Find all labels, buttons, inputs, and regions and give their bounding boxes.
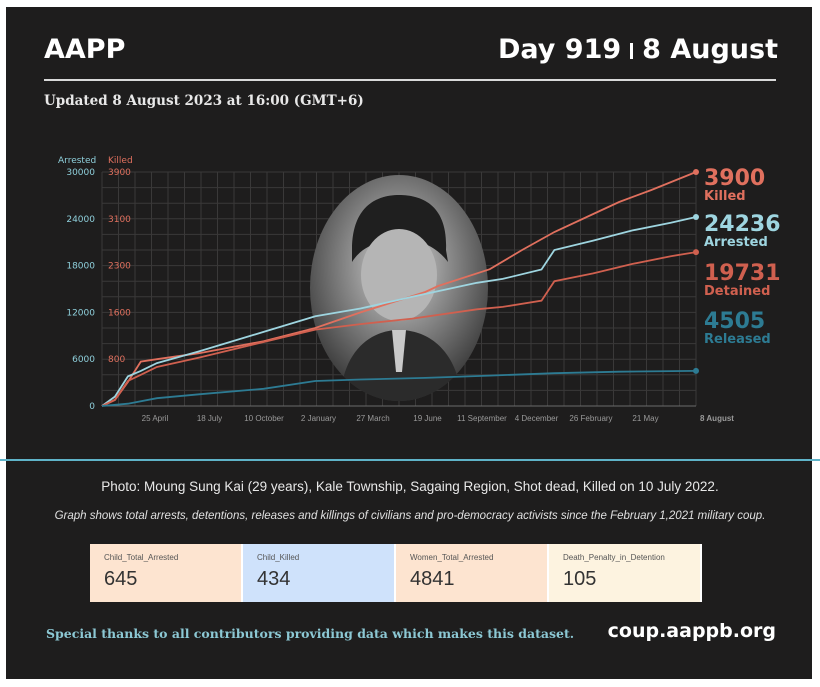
right-tick-label: 3100 bbox=[108, 215, 131, 225]
cumulative-chart: 30000 24000 18000 12000 6000 0 3900 3100 2300 160… bbox=[58, 156, 781, 423]
left-tick-label: 18000 bbox=[66, 262, 95, 272]
x-tick-label: 26 February bbox=[569, 414, 612, 423]
victim-photo bbox=[310, 175, 488, 401]
portrait-silhouette bbox=[340, 195, 462, 401]
right-tick-label: 800 bbox=[108, 355, 125, 365]
series-line-detained bbox=[101, 251, 697, 407]
series-endpoint-detained bbox=[693, 249, 699, 256]
stat-label: Child_Total_Arrested bbox=[104, 553, 179, 562]
section-divider bbox=[0, 459, 820, 461]
stat-value: 434 bbox=[257, 568, 291, 590]
title-separator bbox=[630, 42, 634, 59]
x-tick-label: 18 July bbox=[197, 414, 222, 423]
x-tick-label: 2 January bbox=[301, 414, 336, 423]
x-tick-label: 19 June bbox=[413, 414, 442, 423]
stat-cards: Child_Total_Arrested 645 Child_Killed 43… bbox=[90, 544, 702, 602]
current-label-released: Released bbox=[704, 332, 771, 347]
stat-card-death-penalty: Death_Penalty_in_Detention 105 bbox=[549, 544, 702, 602]
axes: 30000 24000 18000 12000 6000 0 3900 3100 2300 160… bbox=[58, 156, 781, 423]
updated-timestamp: Updated 8 August 2023 at 16:00 (GMT+6) bbox=[44, 93, 364, 109]
x-tick-label: 27 March bbox=[356, 414, 389, 423]
current-label-killed: Killed bbox=[704, 189, 746, 204]
day-date-title: Day 919 8 August bbox=[498, 34, 778, 65]
series-endpoint-killed bbox=[693, 169, 699, 175]
stat-card-child-arrested: Child_Total_Arrested 645 bbox=[90, 544, 243, 602]
x-tick-label: 11 September bbox=[457, 414, 507, 423]
left-tick-label: 24000 bbox=[66, 215, 95, 225]
current-value-killed: 3900 bbox=[704, 166, 765, 191]
graph-note: Graph shows total arrests, detentions, r… bbox=[54, 510, 766, 522]
x-tick-label: 8 August bbox=[700, 414, 734, 423]
left-tick-label: 6000 bbox=[72, 355, 95, 365]
series-line-killed bbox=[101, 171, 697, 407]
current-date: 8 August bbox=[642, 34, 778, 65]
org-title: AAPP bbox=[44, 34, 126, 65]
current-value-arrested: 24236 bbox=[704, 212, 781, 237]
stat-value: 645 bbox=[104, 568, 138, 590]
x-tick-label: 10 October bbox=[244, 414, 284, 423]
right-tick-label: 3900 bbox=[108, 168, 131, 178]
stat-card-child-killed: Child_Killed 434 bbox=[243, 544, 396, 602]
series-endpoint-released bbox=[693, 367, 699, 374]
right-tick-label: 1600 bbox=[108, 308, 131, 318]
arrested-axis-title: Arrested bbox=[58, 156, 96, 166]
left-tick-label: 0 bbox=[89, 402, 95, 412]
photo-caption: Photo: Moung Sung Kai (29 years), Kale T… bbox=[101, 479, 719, 494]
right-tick-label: 2300 bbox=[108, 262, 131, 272]
killed-axis-title: Killed bbox=[108, 156, 133, 166]
stat-card-women-arrested: Women_Total_Arrested 4841 bbox=[396, 544, 549, 602]
header-rule bbox=[44, 79, 776, 81]
stat-label: Women_Total_Arrested bbox=[410, 553, 494, 562]
series-line-arrested bbox=[101, 216, 697, 407]
left-tick-label: 30000 bbox=[66, 168, 95, 178]
x-tick-label: 21 May bbox=[632, 414, 658, 423]
site-url: coup.aappb.org bbox=[607, 620, 776, 642]
x-tick-label: 25 April bbox=[142, 414, 169, 423]
stat-value: 105 bbox=[563, 568, 597, 590]
series-lines bbox=[101, 169, 699, 407]
series-endpoint-arrested bbox=[693, 213, 699, 220]
series-line-released bbox=[101, 370, 697, 407]
stat-label: Death_Penalty_in_Detention bbox=[563, 553, 665, 562]
current-value-released: 4505 bbox=[704, 309, 765, 334]
stat-label: Child_Killed bbox=[257, 553, 300, 562]
current-value-detained: 19731 bbox=[704, 261, 781, 286]
current-label-arrested: Arrested bbox=[704, 235, 768, 250]
thanks-note: Special thanks to all contributors provi… bbox=[46, 626, 575, 641]
x-tick-label: 4 December bbox=[515, 414, 559, 423]
stat-value: 4841 bbox=[410, 568, 455, 590]
left-tick-label: 12000 bbox=[66, 308, 95, 318]
day-counter: Day 919 bbox=[497, 34, 622, 65]
current-label-detained: Detained bbox=[704, 284, 770, 299]
